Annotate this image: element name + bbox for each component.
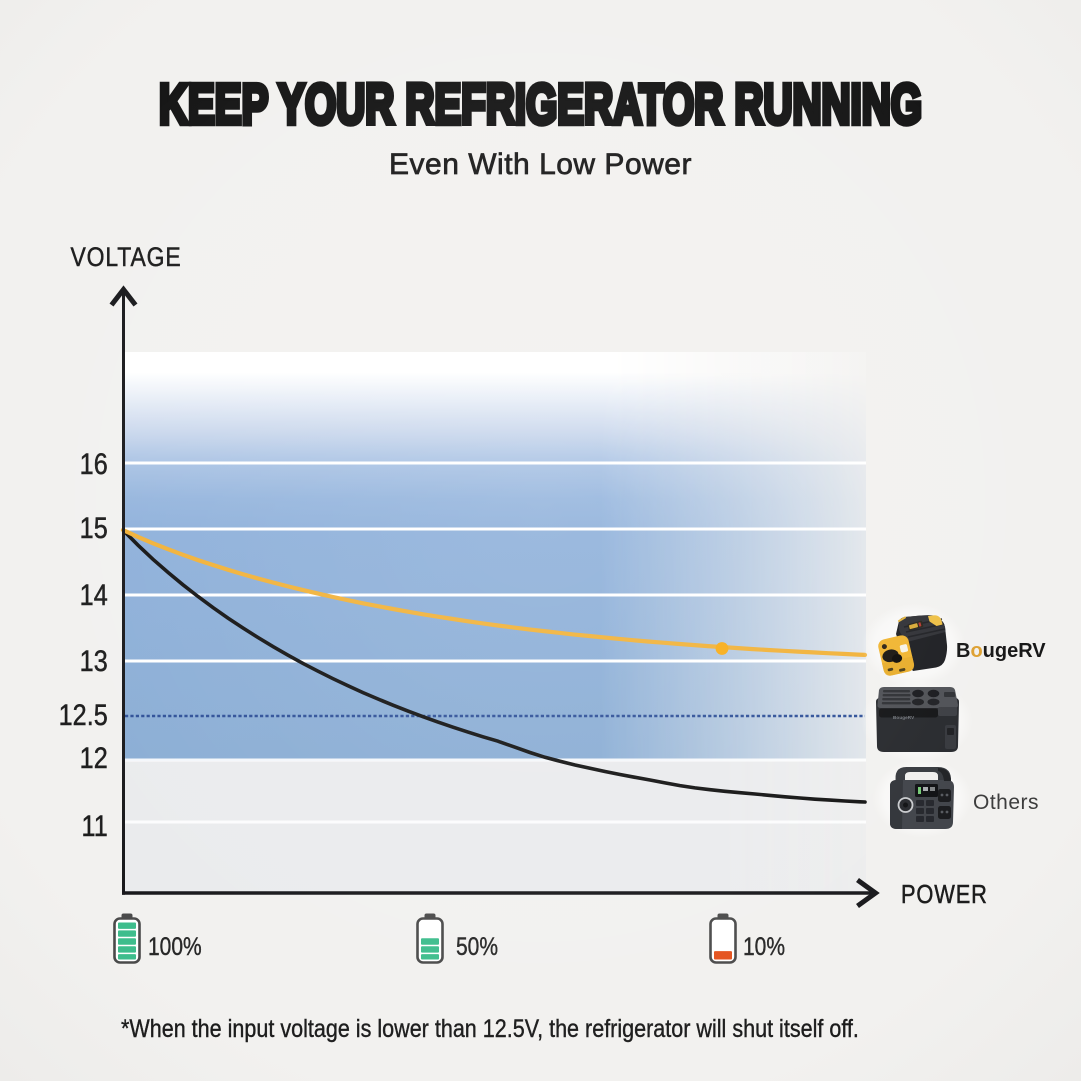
- svg-text:KEEP YOUR REFRIGERATOR RUNNING: KEEP YOUR REFRIGERATOR RUNNING: [159, 73, 922, 137]
- svg-text:BougeRV: BougeRV: [893, 715, 915, 720]
